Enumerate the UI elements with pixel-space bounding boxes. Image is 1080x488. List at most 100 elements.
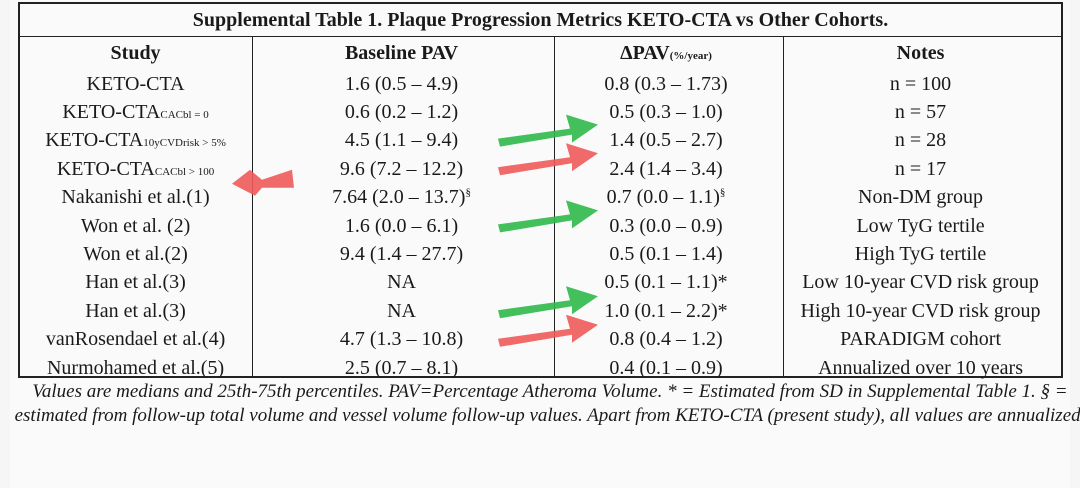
baseline-cell: NA: [251, 300, 552, 323]
table-body: Study Baseline PAV ΔPAV(%/year) Notes KE…: [20, 36, 1061, 382]
delta-cell: 2.4 (1.4 – 3.4): [552, 158, 780, 181]
delta-cell-text: 2.4 (1.4 – 3.4): [609, 157, 723, 180]
table-row: KETO-CTACACbl = 0 0.6 (0.2 – 1.2) 0.5 (0.3…: [20, 98, 1061, 126]
study-cell-sub: CACbl = 0: [160, 109, 209, 122]
study-cell: KETO-CTACACbl > 100: [20, 158, 251, 181]
delta-cell: 0.8 (0.4 – 1.2): [552, 328, 780, 351]
baseline-cell: 7.64 (2.0 – 13.7)§: [251, 186, 552, 209]
notes-cell-text: Low TyG tertile: [856, 214, 985, 237]
data-table: Supplemental Table 1. Plaque Progression…: [18, 2, 1063, 379]
baseline-cell-text: 1.6 (0.5 – 4.9): [344, 72, 459, 95]
baseline-cell-text: NA: [387, 271, 416, 294]
baseline-cell-text: 0.6 (0.2 – 1.2): [344, 101, 459, 124]
study-cell-text: Won et al. (2): [80, 214, 191, 237]
table-row: KETO-CTA10yCVDrisk > 5% 4.5 (1.1 – 9.4) 1.…: [20, 127, 1061, 155]
table-row: Won et al. (2) 1.6 (0.0 – 6.1) 0.3 (0.0 – …: [20, 212, 1061, 240]
column-divider: [783, 36, 784, 376]
delta-cell: 0.4 (0.1 – 0.9): [552, 357, 780, 380]
baseline-cell: 0.6 (0.2 – 1.2): [251, 101, 552, 124]
study-cell: Nakanishi et al.(1): [20, 186, 251, 209]
notes-cell-text: n = 57: [894, 101, 947, 124]
study-cell: KETO-CTA: [20, 73, 251, 96]
delta-cell: 0.7 (0.0 – 1.1)§: [552, 186, 780, 209]
notes-cell: n = 100: [780, 73, 1061, 96]
delta-cell: 0.5 (0.1 – 1.1)*: [552, 271, 780, 294]
table-row: KETO-CTA 1.6 (0.5 – 4.9) 0.8 (0.3 – 1.73) n…: [20, 70, 1061, 98]
table-row: vanRosendael et al.(4) 4.7 (1.3 – 10.8) 0.…: [20, 326, 1061, 354]
baseline-cell: 9.6 (7.2 – 12.2): [251, 158, 552, 181]
delta-cell: 0.5 (0.3 – 1.0): [552, 101, 780, 124]
delta-cell-text: 0.5 (0.1 – 1.1)*: [604, 271, 728, 294]
baseline-cell: NA: [251, 271, 552, 294]
baseline-cell-text: NA: [387, 299, 416, 322]
baseline-cell: 4.5 (1.1 – 9.4): [251, 129, 552, 152]
notes-cell: n = 28: [780, 129, 1061, 152]
table-row: Han et al.(3) NA 0.5 (0.1 – 1.1)* Low 10-ye…: [20, 269, 1061, 297]
baseline-cell-sup: §: [465, 186, 471, 199]
study-cell-text: KETO-CTA: [56, 157, 155, 180]
delta-cell-text: 0.4 (0.1 – 0.9): [609, 356, 723, 379]
baseline-cell-text: 1.6 (0.0 – 6.1): [344, 214, 459, 237]
delta-cell-text: 0.3 (0.0 – 0.9): [609, 214, 723, 237]
study-cell-text: KETO-CTA: [86, 72, 185, 95]
study-cell: Nurmohamed et al.(5): [20, 357, 251, 380]
delta-cell: 1.4 (0.5 – 2.7): [552, 129, 780, 152]
header-notes: Notes: [896, 41, 945, 64]
study-cell-text: KETO-CTA: [45, 129, 144, 152]
notes-cell: Non-DM group: [780, 186, 1061, 209]
notes-cell: Low TyG tertile: [780, 215, 1061, 238]
delta-cell: 0.3 (0.0 – 0.9): [552, 215, 780, 238]
baseline-cell: 2.5 (0.7 – 8.1): [251, 357, 552, 380]
notes-cell-text: Low 10-year CVD risk group: [802, 271, 1039, 294]
study-cell: vanRosendael et al.(4): [20, 328, 251, 351]
study-cell-text: Nakanishi et al.(1): [61, 186, 210, 209]
notes-cell-text: PARADIGM cohort: [840, 328, 1001, 351]
study-cell-text: Nurmohamed et al.(5): [46, 356, 225, 379]
notes-cell-text: Non-DM group: [858, 186, 984, 209]
header-row: Study Baseline PAV ΔPAV(%/year) Notes: [20, 36, 1061, 70]
delta-cell: 0.8 (0.3 – 1.73): [552, 73, 780, 96]
header-study: Study: [110, 41, 161, 64]
baseline-cell-text: 9.4 (1.4 – 27.7): [339, 243, 464, 266]
baseline-cell: 9.4 (1.4 – 27.7): [251, 243, 552, 266]
study-cell-text: Han et al.(3): [85, 299, 186, 322]
table-row: Won et al.(2) 9.4 (1.4 – 27.7) 0.5 (0.1 – …: [20, 240, 1061, 268]
study-cell: KETO-CTACACbl = 0: [20, 101, 251, 124]
table-row: Nakanishi et al.(1) 7.64 (2.0 – 13.7)§ 0.7…: [20, 184, 1061, 212]
delta-cell-text: 1.0 (0.1 – 2.2)*: [604, 299, 728, 322]
baseline-cell-text: 4.7 (1.3 – 10.8): [339, 328, 464, 351]
study-cell: Won et al.(2): [20, 243, 251, 266]
header-delta-label: ΔPAV: [620, 41, 670, 64]
delta-cell: 0.5 (0.1 – 1.4): [552, 243, 780, 266]
header-delta-unit: (%/year): [669, 49, 712, 62]
study-cell: KETO-CTA10yCVDrisk > 5%: [20, 129, 251, 152]
study-cell-text: vanRosendael et al.(4): [45, 328, 226, 351]
notes-cell-text: n = 28: [894, 129, 947, 152]
notes-cell-text: High 10-year CVD risk group: [800, 299, 1041, 322]
study-cell: Han et al.(3): [20, 300, 251, 323]
table-footnote: Values are medians and 25th-75th percent…: [14, 381, 1080, 426]
delta-cell-text: 0.7 (0.0 – 1.1): [606, 186, 720, 209]
notes-cell-text: High TyG tertile: [854, 243, 987, 266]
notes-cell: n = 17: [780, 158, 1061, 181]
notes-cell-text: n = 17: [894, 157, 947, 180]
baseline-cell: 1.6 (0.5 – 4.9): [251, 73, 552, 96]
table-title: Supplemental Table 1. Plaque Progression…: [20, 4, 1061, 37]
baseline-cell-text: 2.5 (0.7 – 8.1): [344, 356, 459, 379]
delta-cell-text: 0.8 (0.4 – 1.2): [609, 328, 723, 351]
study-cell-sub: CACbl > 100: [154, 165, 215, 178]
table-row: Nurmohamed et al.(5) 2.5 (0.7 – 8.1) 0.4 (…: [20, 354, 1061, 382]
study-cell-text: Won et al.(2): [83, 243, 188, 266]
baseline-cell: 1.6 (0.0 – 6.1): [251, 215, 552, 238]
table-row: Han et al.(3) NA 1.0 (0.1 – 2.2)* High 10-y…: [20, 297, 1061, 325]
study-cell-text: KETO-CTA: [62, 101, 161, 124]
document-page: Supplemental Table 1. Plaque Progression…: [10, 0, 1080, 488]
baseline-cell-text: 4.5 (1.1 – 9.4): [344, 129, 459, 152]
baseline-cell-text: 7.64 (2.0 – 13.7): [332, 186, 466, 209]
study-cell: Won et al. (2): [20, 215, 251, 238]
notes-cell: High 10-year CVD risk group: [780, 300, 1061, 323]
study-cell: Han et al.(3): [20, 271, 251, 294]
notes-cell-text: n = 100: [889, 72, 952, 95]
notes-cell: PARADIGM cohort: [780, 328, 1061, 351]
notes-cell-text: Annualized over 10 years: [818, 356, 1023, 379]
